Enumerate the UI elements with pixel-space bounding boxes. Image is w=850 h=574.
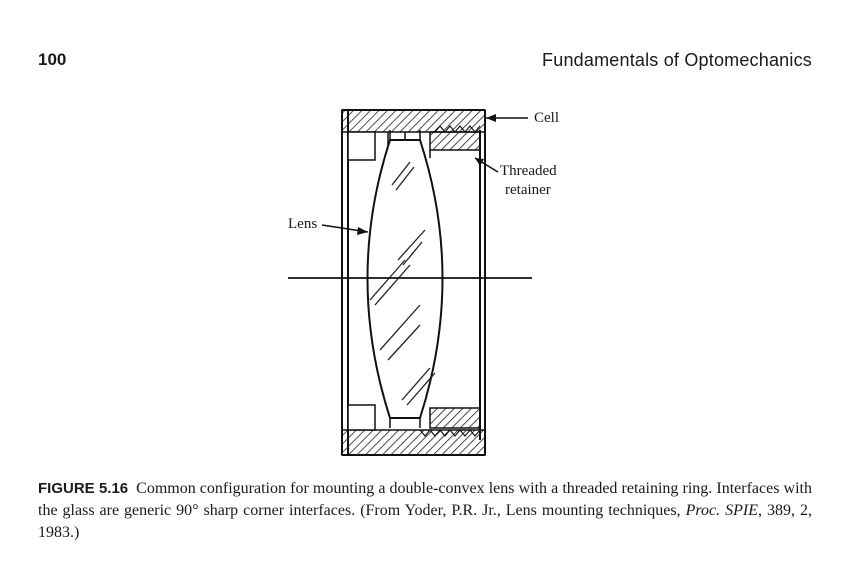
lens-mount-drawing: Cell Threaded retainer Lens (288, 109, 559, 456)
running-title: Fundamentals of Optomechanics (542, 50, 812, 70)
lens-callout (321, 224, 369, 235)
double-convex-lens (366, 130, 444, 428)
figure-caption: FIGURE 5.16 Common configuration for moun… (38, 478, 812, 544)
cell-callout (486, 114, 528, 122)
retainer-label-line1: Threaded (500, 163, 557, 179)
caption-text-part2: , 389, 2, 1983.) (38, 502, 813, 541)
caption-text-part1: Common configuration for mounting a doub… (38, 480, 812, 519)
caption-label: FIGURE 5.16 (38, 480, 129, 497)
retainer-callout (474, 157, 499, 173)
caption-italic-journal: Proc. SPIE (685, 502, 759, 519)
cell-bottom-section (341, 404, 486, 456)
retainer-label-line2: retainer (505, 182, 551, 198)
lens-mount-figure: Cell Threaded retainer Lens (270, 100, 570, 460)
cell-label: Cell (534, 110, 559, 126)
lens-label: Lens (288, 216, 317, 232)
page-number: 100 (38, 50, 67, 69)
retainer-top (429, 125, 481, 158)
